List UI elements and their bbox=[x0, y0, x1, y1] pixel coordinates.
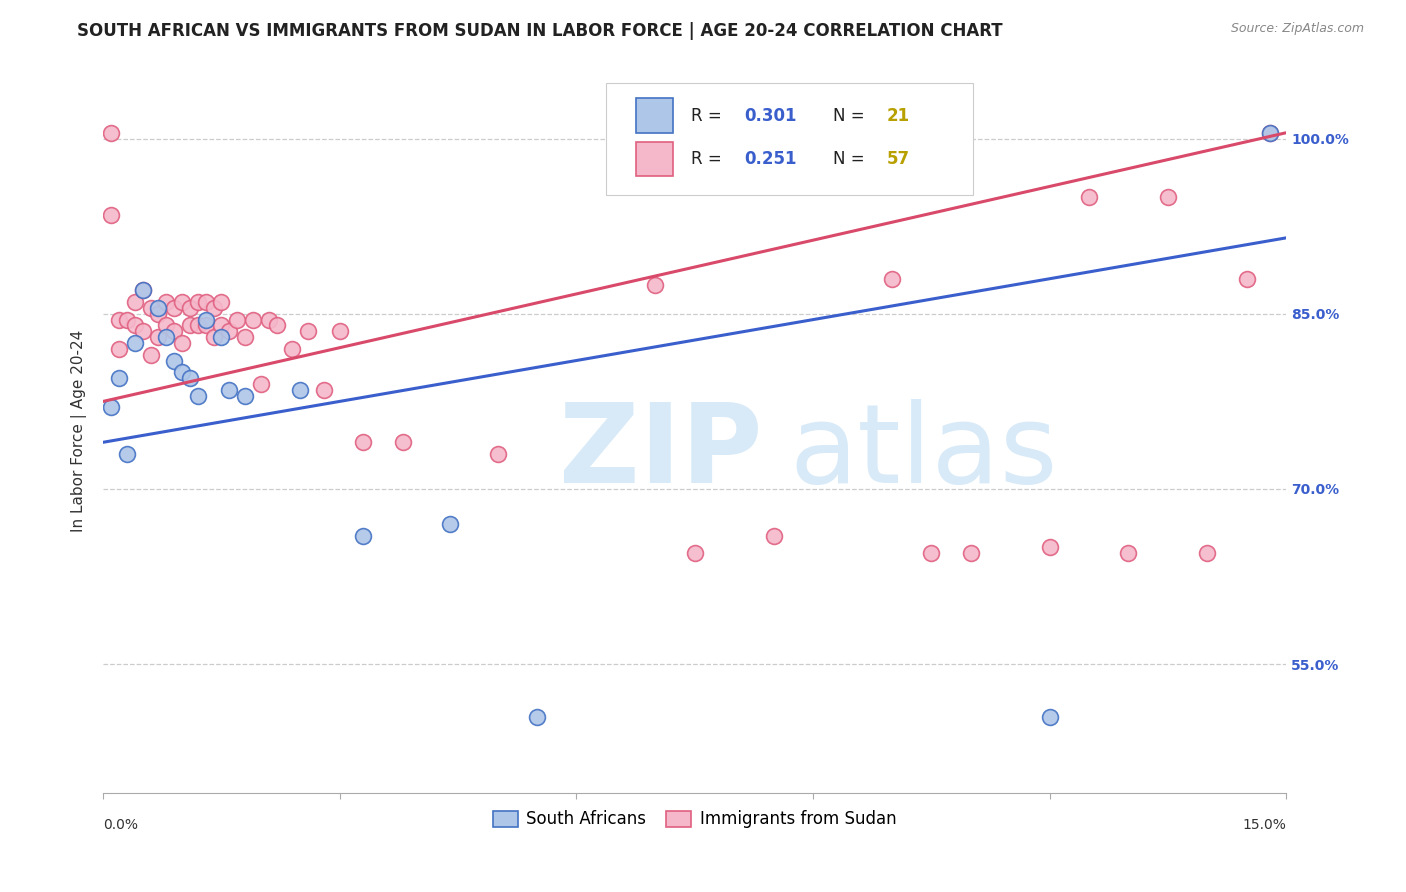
Text: 21: 21 bbox=[886, 106, 910, 125]
Point bbox=[194, 295, 217, 310]
Text: 15.0%: 15.0% bbox=[1243, 818, 1286, 832]
Point bbox=[115, 447, 138, 461]
Point bbox=[187, 318, 209, 333]
Legend: South Africans, Immigrants from Sudan: South Africans, Immigrants from Sudan bbox=[486, 804, 903, 835]
Point bbox=[100, 126, 122, 140]
Point bbox=[392, 435, 415, 450]
Point bbox=[683, 546, 706, 560]
Point bbox=[194, 312, 217, 326]
Point bbox=[218, 324, 240, 338]
Point bbox=[1038, 541, 1060, 555]
FancyBboxPatch shape bbox=[636, 142, 673, 177]
Point bbox=[266, 318, 288, 333]
Point bbox=[486, 447, 509, 461]
Point bbox=[290, 383, 312, 397]
Point bbox=[1077, 190, 1099, 204]
FancyBboxPatch shape bbox=[636, 98, 673, 133]
Point bbox=[242, 312, 264, 326]
Point bbox=[218, 383, 240, 397]
Point bbox=[124, 318, 146, 333]
Point bbox=[155, 295, 177, 310]
Point bbox=[139, 301, 162, 315]
Point bbox=[257, 312, 280, 326]
Point bbox=[226, 312, 249, 326]
Text: ZIP: ZIP bbox=[558, 399, 762, 506]
Point bbox=[1038, 710, 1060, 724]
Point bbox=[959, 546, 981, 560]
Point bbox=[297, 324, 319, 338]
Text: R =: R = bbox=[692, 150, 727, 168]
Point bbox=[920, 546, 942, 560]
Text: atlas: atlas bbox=[789, 399, 1057, 506]
Text: N =: N = bbox=[832, 150, 870, 168]
Point bbox=[202, 330, 225, 344]
Point bbox=[250, 376, 273, 391]
FancyBboxPatch shape bbox=[606, 83, 973, 195]
Point bbox=[148, 307, 170, 321]
Point bbox=[1118, 546, 1140, 560]
Point bbox=[202, 301, 225, 315]
Point bbox=[148, 301, 170, 315]
Text: 0.0%: 0.0% bbox=[103, 818, 138, 832]
Point bbox=[801, 126, 824, 140]
Point bbox=[170, 365, 193, 379]
Point bbox=[131, 284, 153, 298]
Text: R =: R = bbox=[692, 106, 727, 125]
Text: SOUTH AFRICAN VS IMMIGRANTS FROM SUDAN IN LABOR FORCE | AGE 20-24 CORRELATION CH: SOUTH AFRICAN VS IMMIGRANTS FROM SUDAN I… bbox=[77, 22, 1002, 40]
Point bbox=[233, 388, 256, 402]
Point bbox=[115, 312, 138, 326]
Point bbox=[139, 348, 162, 362]
Text: Source: ZipAtlas.com: Source: ZipAtlas.com bbox=[1230, 22, 1364, 36]
Point bbox=[1157, 190, 1180, 204]
Point bbox=[108, 342, 131, 356]
Point bbox=[329, 324, 352, 338]
Point bbox=[179, 301, 201, 315]
Point bbox=[163, 324, 186, 338]
Point bbox=[163, 353, 186, 368]
Point bbox=[312, 383, 335, 397]
Point bbox=[155, 330, 177, 344]
Text: 0.251: 0.251 bbox=[744, 150, 797, 168]
Point bbox=[108, 371, 131, 385]
Point bbox=[644, 277, 666, 292]
Point bbox=[439, 516, 461, 531]
Point bbox=[762, 529, 785, 543]
Point bbox=[526, 710, 548, 724]
Text: 0.301: 0.301 bbox=[744, 106, 797, 125]
Point bbox=[211, 295, 233, 310]
Point bbox=[131, 284, 153, 298]
Point bbox=[100, 401, 122, 415]
Text: 57: 57 bbox=[886, 150, 910, 168]
Point bbox=[187, 295, 209, 310]
Point bbox=[1236, 272, 1258, 286]
Point bbox=[211, 330, 233, 344]
Point bbox=[233, 330, 256, 344]
Point bbox=[155, 318, 177, 333]
Point bbox=[108, 312, 131, 326]
Point bbox=[352, 529, 374, 543]
Point bbox=[100, 207, 122, 221]
Point bbox=[211, 318, 233, 333]
Point bbox=[170, 295, 193, 310]
Point bbox=[124, 295, 146, 310]
Point bbox=[163, 301, 186, 315]
Point bbox=[170, 336, 193, 351]
Point bbox=[1197, 546, 1219, 560]
Point bbox=[179, 371, 201, 385]
Point bbox=[187, 388, 209, 402]
Y-axis label: In Labor Force | Age 20-24: In Labor Force | Age 20-24 bbox=[72, 329, 87, 532]
Point bbox=[880, 272, 903, 286]
Point bbox=[194, 318, 217, 333]
Point bbox=[148, 330, 170, 344]
Point bbox=[131, 324, 153, 338]
Point bbox=[179, 318, 201, 333]
Point bbox=[1258, 126, 1281, 140]
Point bbox=[124, 336, 146, 351]
Point bbox=[352, 435, 374, 450]
Text: N =: N = bbox=[832, 106, 870, 125]
Point bbox=[281, 342, 304, 356]
Point bbox=[1258, 126, 1281, 140]
